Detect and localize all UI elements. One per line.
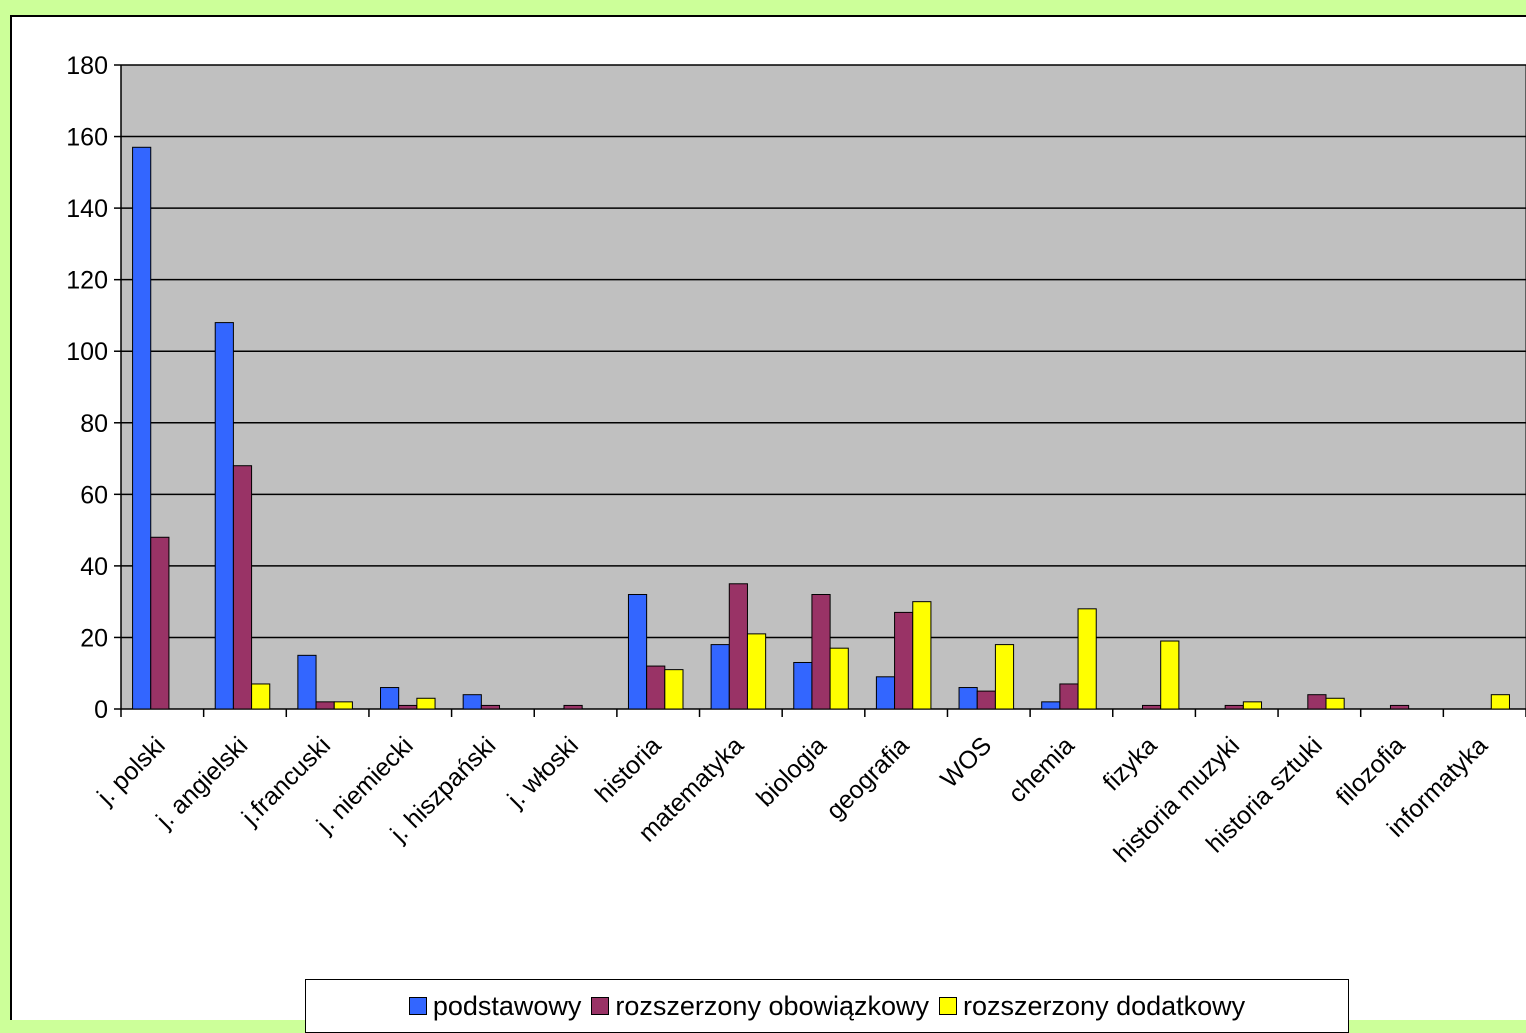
bar [1077,608,1097,710]
bar [1490,694,1510,710]
bar [1160,640,1180,710]
bar [1224,704,1244,710]
bar [416,697,436,710]
y-tick-label: 160 [66,124,108,152]
bar [627,594,648,710]
x-tick-label: geografia [821,731,915,825]
legend-swatch-blue [408,997,427,1015]
y-tick-label: 180 [66,52,108,80]
x-tick-label: j. polski [91,731,170,810]
bar [894,611,914,710]
legend-label-rozszerzony-obowiazkowy: rozszerzony obowiązkowy [615,990,930,1021]
bar [398,704,418,710]
y-tick-label: 40 [80,553,108,581]
bar [232,465,253,710]
bar [1325,697,1345,710]
x-tick-label: fizyka [1097,731,1162,796]
bar [251,683,271,710]
bar [958,687,978,710]
x-tick-label: historia [590,731,667,808]
bar [214,322,234,710]
x-tick-label: biologia [751,731,832,812]
bar [150,536,170,710]
x-tick-label: WOS [935,731,997,793]
y-tick-label: 80 [80,410,108,438]
bar [462,694,482,710]
bar [1142,704,1162,710]
bar [976,690,996,710]
x-tick-label: j. włoski [502,731,584,813]
bar [646,665,666,710]
bar [1059,683,1079,710]
bar [1307,694,1327,710]
y-tick-label: 20 [80,624,108,652]
bar [1242,701,1263,710]
legend-item-rozszerzony-dodatkowy: rozszerzony dodatkowy [939,991,1245,1022]
bar [746,633,767,710]
legend-swatch-yellow [939,997,958,1015]
y-tick-label: 0 [94,696,108,724]
x-tick-label: chemia [1003,731,1080,808]
bar [563,704,583,710]
bar [710,644,730,710]
legend-item-rozszerzony-obowiazkowy: rozszerzony obowiązkowy [591,991,929,1022]
bar [793,661,813,710]
x-tick-label: filozofia [1331,731,1411,811]
bar [315,701,335,710]
chart-frame: 0 20 40 60 80 100 120 140 160 180 j. polski j. angi… [10,15,1526,1033]
bar [728,583,748,710]
bar [297,654,317,710]
bar [333,701,353,710]
y-tick-label: 100 [66,338,108,366]
bar [1389,704,1410,710]
y-tick-label: 120 [66,267,108,295]
y-tick-label: 140 [66,195,108,223]
bar [380,687,400,710]
bar [480,704,501,710]
bar [811,594,831,710]
legend-label-rozszerzony-dodatkowy: rozszerzony dodatkowy [963,990,1246,1021]
bar [994,644,1015,710]
bar [829,647,849,710]
legend-swatch-maroon [591,997,610,1015]
y-tick-label: 60 [80,481,108,509]
bar [875,676,896,710]
bar [912,601,932,710]
bar [664,669,684,710]
legend-item-podstawowy: podstawowy [408,990,582,1022]
legend-label-podstawowy: podstawowy [432,990,582,1021]
legend: podstawowy rozszerzony obowiązkowy rozsz… [305,979,1349,1033]
bar [132,146,152,710]
bar [1041,701,1061,710]
